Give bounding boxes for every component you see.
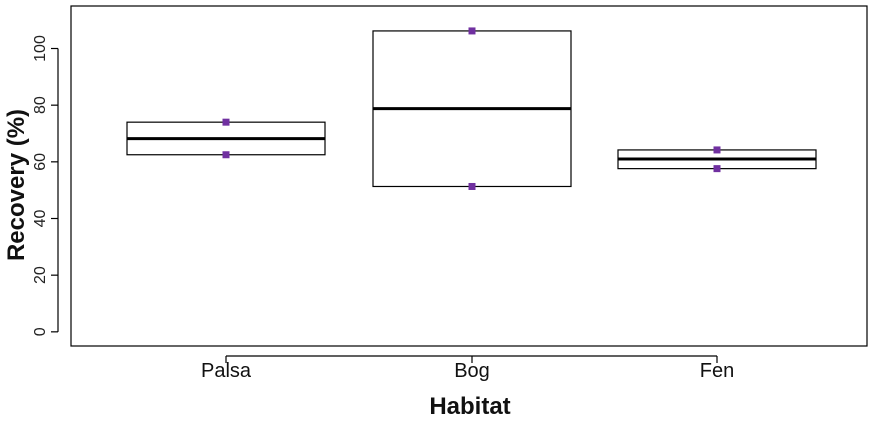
data-point-fen-4 [713, 146, 721, 154]
plot-frame [70, 5, 868, 347]
x-axis: Palsa Bog Fen [201, 355, 734, 382]
x-axis-title: Habitat [429, 393, 510, 420]
data-point-fen-5 [713, 165, 721, 173]
x-tick-label-bog: Bog [454, 360, 490, 382]
data-point-bog-3 [468, 182, 476, 190]
y-tick-label-80: 80 [32, 96, 49, 114]
data-point-palsa-1 [222, 151, 230, 159]
y-tick-label-0: 0 [32, 327, 49, 336]
y-axis: 0 20 40 60 80 100 [32, 35, 59, 336]
y-tick-label-20: 20 [32, 266, 49, 284]
y-axis-title: Recovery (%) [3, 109, 30, 261]
y-tick-label-60: 60 [32, 153, 49, 171]
data-point-palsa-0 [222, 118, 230, 126]
y-tick-label-100: 100 [32, 35, 49, 62]
boxes [126, 30, 817, 188]
x-tick-label-palsa: Palsa [201, 360, 252, 382]
y-tick-label-40: 40 [32, 210, 49, 228]
data-points [222, 27, 721, 190]
data-point-bog-2 [468, 27, 476, 35]
x-tick-label-fen: Fen [700, 360, 734, 382]
